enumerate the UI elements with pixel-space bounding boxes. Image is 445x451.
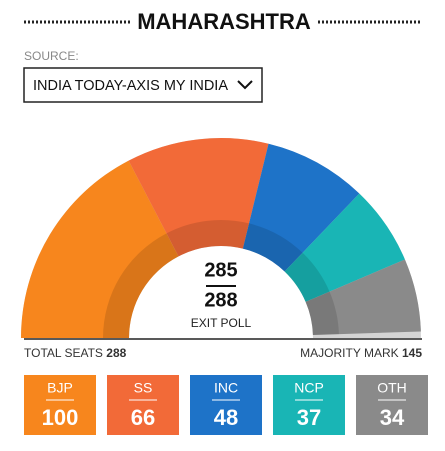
- party-segment: [284, 193, 405, 302]
- party-segment: [242, 143, 360, 272]
- segment-shade: [242, 223, 303, 272]
- title: MAHARASHTRA: [137, 9, 311, 34]
- source-label: SOURCE:: [24, 49, 79, 63]
- party-name: SS: [134, 380, 153, 396]
- footer-left: TOTAL SEATS 288: [24, 346, 127, 360]
- dropdown-value[interactable]: INDIA TODAY-AXIS MY INDIA: [33, 78, 228, 94]
- party-name: NCP: [294, 380, 324, 396]
- dropdown-box[interactable]: [23, 67, 263, 103]
- source-dropdown[interactable]: INDIA TODAY-AXIS MY INDIA: [23, 67, 263, 103]
- party-box: [273, 375, 345, 435]
- majority-value: 145: [402, 346, 422, 360]
- total-value: 288: [106, 346, 126, 360]
- segment-shade: [284, 252, 330, 302]
- majority-label: MAJORITY MARK: [300, 346, 398, 360]
- hemicycle: [21, 138, 421, 338]
- party-seats: 48: [214, 405, 238, 430]
- segment-shade: [305, 291, 339, 335]
- party-box: [24, 375, 96, 435]
- party-seats: 34: [380, 405, 405, 430]
- party-boxes: BJP 100 SS 66 INC 48 NCP 37 OTH 34: [24, 375, 428, 435]
- total-label: TOTAL SEATS: [24, 346, 103, 360]
- party-name: BJP: [47, 380, 73, 396]
- party-segment: [305, 259, 421, 335]
- party-seats: 66: [131, 405, 155, 430]
- party-segment: [128, 138, 269, 257]
- party-seats: 100: [42, 405, 79, 430]
- party-seats: 37: [297, 405, 321, 430]
- party-name: OTH: [377, 380, 407, 396]
- party-box: [190, 375, 262, 435]
- chevron[interactable]: [237, 80, 253, 90]
- footer-right: MAJORITY MARK 145: [300, 346, 422, 360]
- party-box: [356, 375, 428, 435]
- total-seats-center: 288: [204, 289, 237, 311]
- segment-shade: [103, 233, 179, 338]
- segment-shade: [166, 219, 250, 257]
- center-label: EXIT POLL: [191, 316, 252, 330]
- declared-seats: 285: [204, 259, 237, 281]
- party-box: [107, 375, 179, 435]
- party-name: INC: [214, 380, 238, 396]
- party-segment: [21, 160, 179, 338]
